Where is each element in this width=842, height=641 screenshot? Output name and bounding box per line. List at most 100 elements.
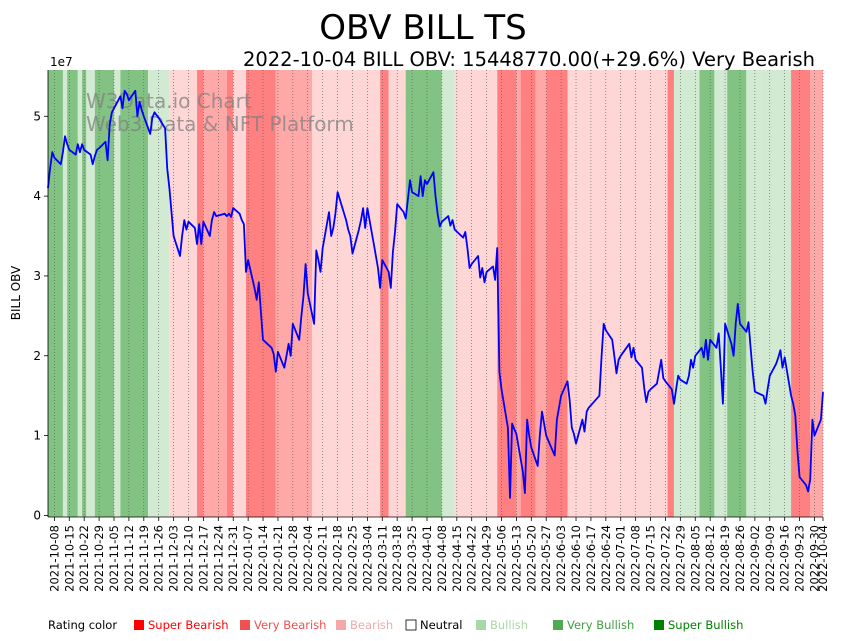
x-tick-label: 2022-05-27	[539, 525, 553, 592]
x-tick-label: 2021-12-10	[182, 525, 196, 592]
x-tick-label: 2022-07-29	[673, 525, 687, 592]
y-tick-label: 4	[33, 189, 41, 203]
axes	[47, 70, 823, 518]
watermark: W3Data.io Chart Web3 Data & NFT Platform	[86, 89, 354, 136]
rating-band	[77, 70, 83, 517]
legend-label: Very Bullish	[567, 618, 634, 632]
rating-band	[667, 70, 674, 517]
x-tick-label: 2021-11-26	[152, 525, 166, 592]
x-tick-label: 2022-02-04	[301, 525, 315, 592]
legend-swatch	[240, 620, 250, 630]
rating-band	[520, 70, 536, 517]
rating-band	[62, 70, 68, 517]
x-tick-label: 2021-10-15	[62, 525, 76, 592]
x-grid	[54, 70, 824, 517]
y-ticks: 0 1 2 3 4 5	[33, 109, 48, 522]
x-tick-label: 2022-08-12	[703, 525, 717, 592]
x-tick-label: 2022-09-09	[763, 525, 777, 592]
rating-band	[197, 70, 204, 517]
rating-band	[535, 70, 547, 517]
x-tick-label: 2021-11-19	[137, 525, 151, 592]
rating-band	[546, 70, 568, 517]
legend-label: Super Bullish	[668, 618, 743, 632]
x-tick-label: 2022-06-03	[554, 525, 568, 592]
x-tick-label: 2022-02-18	[331, 525, 345, 592]
rating-band	[405, 70, 442, 517]
x-tick-label: 2022-03-25	[405, 525, 419, 592]
rating-band	[714, 70, 728, 517]
x-tick-label: 2022-09-23	[793, 525, 807, 592]
x-tick-label: 2021-10-22	[77, 525, 91, 592]
rating-bands	[48, 70, 823, 517]
x-tick-label: 2022-07-15	[644, 525, 658, 592]
rating-band	[246, 70, 276, 517]
rating-band	[203, 70, 227, 517]
legend-label: Bullish	[490, 618, 528, 632]
x-tick-label: 2021-12-31	[226, 525, 240, 592]
legend-label: Very Bearish	[254, 618, 326, 632]
x-tick-label: 2022-04-29	[480, 525, 494, 592]
x-tick-label: 2022-08-05	[688, 525, 702, 592]
x-tick-label: 2022-04-15	[450, 525, 464, 592]
x-tick-label: 2022-05-06	[495, 525, 509, 592]
x-tick-label: 2022-07-08	[629, 525, 643, 592]
x-tick-label: 2022-01-07	[241, 525, 255, 592]
x-tick-label: 2022-09-02	[748, 525, 762, 592]
x-tick-label: 2022-05-13	[509, 525, 523, 592]
rating-legend: Rating color Super Bearish Very Bearish Be…	[48, 618, 743, 632]
x-tick-label: 2022-06-24	[599, 525, 613, 592]
rating-band	[148, 70, 170, 517]
x-tick-label: 2021-12-17	[196, 525, 210, 592]
legend-swatch	[336, 620, 346, 630]
rating-band	[48, 70, 63, 517]
watermark-line2: Web3 Data & NFT Platform	[86, 112, 354, 136]
legend-swatch	[553, 620, 563, 630]
obv-line-layer	[47, 89, 824, 499]
legend-swatch	[405, 619, 417, 631]
rating-band	[791, 70, 811, 517]
y-tick-label: 3	[33, 269, 41, 283]
chart-title: OBV BILL TS	[319, 8, 527, 48]
x-tick-label: 2022-04-08	[435, 525, 449, 592]
rating-band	[169, 70, 198, 517]
x-tick-label: 2022-07-22	[658, 525, 672, 592]
x-ticks: 2021-10-08 2021-10-15 2021-10-22 2021-10-29…	[47, 517, 830, 592]
x-tick-label: 2022-01-28	[286, 525, 300, 592]
x-tick-label: 2022-09-16	[778, 525, 792, 592]
x-tick-label: 2022-07-01	[614, 525, 628, 592]
x-tick-label: 2022-01-14	[256, 525, 270, 592]
legend-title: Rating color	[48, 618, 117, 632]
legend-label: Super Bearish	[148, 618, 229, 632]
y-tick-label: 5	[33, 109, 41, 123]
x-tick-label: 2021-11-05	[107, 525, 121, 592]
x-tick-label: 2021-12-03	[167, 525, 181, 592]
rating-band	[810, 70, 823, 517]
rating-band	[567, 70, 668, 517]
x-tick-label: 2022-04-01	[420, 525, 434, 592]
x-tick-label: 2022-08-26	[733, 525, 747, 592]
x-tick-label: 2022-05-20	[524, 525, 538, 592]
legend-swatch	[476, 620, 486, 630]
legend-swatch	[134, 620, 144, 630]
rating-band	[120, 70, 149, 517]
rating-band	[94, 70, 115, 517]
rating-band	[441, 70, 455, 517]
rating-band	[727, 70, 747, 517]
chart-subtitle: 2022-10-04 BILL OBV: 15448770.00(+29.6%)…	[243, 48, 815, 71]
y-tick-label: 1	[33, 429, 41, 443]
x-tick-label: 2022-04-22	[465, 525, 479, 592]
x-tick-label: 2022-03-18	[390, 525, 404, 592]
x-tick-label: 2022-03-04	[360, 525, 374, 592]
rating-band	[761, 70, 792, 517]
rating-band	[67, 70, 78, 517]
obv-series-line	[47, 89, 824, 499]
rating-band	[312, 70, 381, 517]
watermark-line1: W3Data.io Chart	[86, 89, 252, 113]
x-tick-label: 2021-12-24	[211, 525, 225, 592]
rating-band	[380, 70, 389, 517]
rating-band	[516, 70, 521, 517]
x-tick-label: 2022-06-10	[569, 525, 583, 592]
y-scale-label: 1e7	[50, 55, 73, 69]
legend-label: Neutral	[420, 618, 462, 632]
